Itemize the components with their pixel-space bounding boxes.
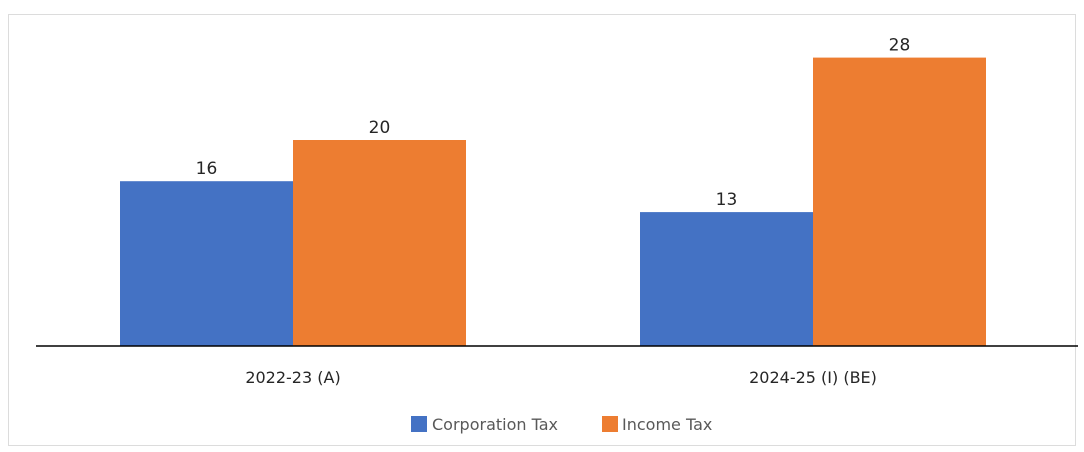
category-labels-group: 2022-23 (A) 2024-25 (I) (BE) — [245, 368, 877, 387]
legend-swatch-corporation-tax — [411, 416, 427, 432]
bar-income-tax-0 — [293, 140, 466, 346]
data-label-corporation-tax-0: 16 — [196, 159, 218, 179]
legend: Corporation Tax Income Tax — [411, 415, 712, 434]
bar-corporation-tax-1 — [640, 212, 813, 346]
category-label-0: 2022-23 (A) — [245, 368, 340, 387]
bar-corporation-tax-0 — [120, 181, 293, 346]
legend-label-corporation-tax: Corporation Tax — [432, 415, 558, 434]
legend-label-income-tax: Income Tax — [622, 415, 712, 434]
bar-income-tax-1 — [813, 57, 986, 346]
data-label-corporation-tax-1: 13 — [716, 190, 738, 210]
data-label-income-tax-0: 20 — [369, 118, 391, 138]
bars-group — [120, 57, 986, 346]
data-labels-group: 16 20 13 28 — [196, 36, 911, 211]
category-label-1: 2024-25 (I) (BE) — [749, 368, 877, 387]
legend-swatch-income-tax — [602, 416, 618, 432]
data-label-income-tax-1: 28 — [889, 36, 911, 56]
